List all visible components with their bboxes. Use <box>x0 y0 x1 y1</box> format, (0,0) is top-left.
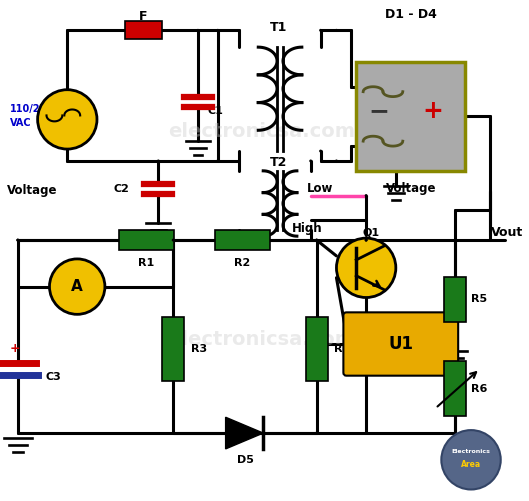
Circle shape <box>217 30 218 31</box>
Circle shape <box>366 239 367 241</box>
Circle shape <box>366 195 367 196</box>
FancyBboxPatch shape <box>343 312 458 376</box>
Bar <box>306 317 327 381</box>
Bar <box>356 62 465 171</box>
Text: F: F <box>139 10 148 23</box>
Circle shape <box>366 234 367 236</box>
Text: R1: R1 <box>138 258 154 268</box>
Text: R6: R6 <box>471 384 487 394</box>
Circle shape <box>17 239 19 241</box>
Text: C1: C1 <box>208 107 224 116</box>
Circle shape <box>489 239 490 241</box>
Text: A: A <box>71 279 83 294</box>
Circle shape <box>366 219 367 221</box>
Text: Area: Area <box>461 460 481 469</box>
Circle shape <box>366 239 367 241</box>
Circle shape <box>454 239 456 241</box>
Circle shape <box>316 239 317 241</box>
Text: Electronics: Electronics <box>452 449 490 454</box>
Text: C2: C2 <box>114 184 130 194</box>
Bar <box>119 230 174 250</box>
Bar <box>444 361 466 416</box>
Bar <box>444 277 466 322</box>
Circle shape <box>158 160 159 162</box>
Text: Low: Low <box>307 182 333 195</box>
Text: R3: R3 <box>191 344 207 354</box>
Text: electronicsa.com: electronicsa.com <box>168 122 355 141</box>
Text: 110/220: 110/220 <box>10 105 54 115</box>
Circle shape <box>172 432 174 434</box>
Text: Q1: Q1 <box>362 227 380 237</box>
Circle shape <box>336 238 396 298</box>
Text: D5: D5 <box>237 455 254 465</box>
Text: electronicsa.com: electronicsa.com <box>168 330 355 349</box>
Circle shape <box>316 432 317 434</box>
Circle shape <box>172 239 174 241</box>
Text: +: + <box>10 343 20 356</box>
Text: T1: T1 <box>270 21 288 34</box>
Bar <box>215 230 270 250</box>
Text: C3: C3 <box>45 372 61 382</box>
Circle shape <box>38 90 97 149</box>
Text: High: High <box>292 222 323 235</box>
Bar <box>162 317 184 381</box>
Bar <box>125 22 162 39</box>
Text: D1 - D4: D1 - D4 <box>385 8 436 21</box>
Circle shape <box>217 160 218 162</box>
Circle shape <box>320 30 322 31</box>
Text: R4: R4 <box>334 344 351 354</box>
Circle shape <box>320 150 322 152</box>
Text: −: − <box>369 100 389 123</box>
Text: Vout: Vout <box>491 225 523 238</box>
Text: +: + <box>422 100 443 123</box>
Circle shape <box>336 160 337 162</box>
Circle shape <box>336 30 337 31</box>
Text: U1: U1 <box>388 335 413 353</box>
Text: VAC: VAC <box>10 118 32 128</box>
Circle shape <box>310 229 312 231</box>
Polygon shape <box>226 417 263 449</box>
Text: R2: R2 <box>234 258 251 268</box>
Text: Voltage: Voltage <box>386 182 436 195</box>
Circle shape <box>310 160 312 162</box>
Text: Voltage: Voltage <box>7 184 58 197</box>
Text: R5: R5 <box>471 295 487 305</box>
Text: T2: T2 <box>270 156 288 169</box>
Circle shape <box>17 239 19 241</box>
Circle shape <box>197 30 199 31</box>
Circle shape <box>441 430 501 489</box>
Circle shape <box>50 259 105 314</box>
